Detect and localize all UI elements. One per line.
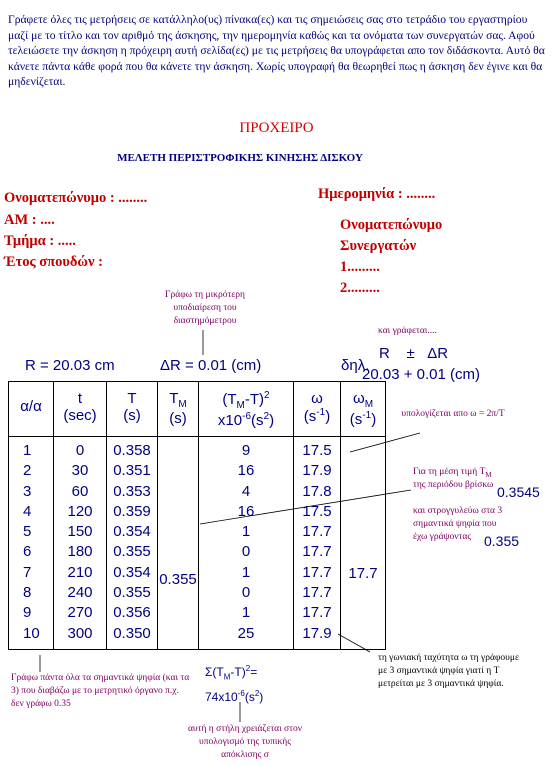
mean-period-rounded: 0.355 <box>484 533 520 549</box>
column-mean-omega: 17.7 <box>340 436 386 650</box>
column-omega: 17.5 17.9 17.8 17.5 17.7 17.7 17.7 17.7 17.7 17.9 <box>293 436 341 650</box>
column-time: 0 30 60 120 150 180 210 240 270 300 <box>53 436 107 650</box>
column-aa: 1 2 3 4 5 6 7 8 9 10 <box>8 436 54 650</box>
header-deviation: (TM-T)2 x10-6(s2) <box>198 381 294 437</box>
note-mean-period-2: της περιόδου βρίσκω <box>413 480 494 490</box>
instructions-paragraph: Γράφετε όλες τις μετρήσεις σε κατάλληλο(… <box>8 13 545 88</box>
partner-2-field: 2......... <box>340 280 380 296</box>
column-mean-period: 0.355 <box>157 436 199 650</box>
mean-period-raw: 0.3545 <box>497 484 540 500</box>
radius-error: ΔR = 0.01 (cm) <box>160 357 262 374</box>
header-t: t (sec) <box>53 381 107 437</box>
page-title: ΠΡΟΧΕΙΡΟ <box>239 120 314 136</box>
connector-angular <box>337 633 371 653</box>
student-dept-field: Τμήμα : ..... <box>4 233 76 249</box>
note-angular-velocity: τη γωνιακή ταχύτητα ω τη γράφουμε με 3 σ… <box>378 653 519 689</box>
mean-period-value: 0.355 <box>159 571 197 588</box>
note-stddev: αυτή η στήλη χρειάζεται στον υπολογισμό … <box>187 724 303 760</box>
note-round: και στρογγυλεύω στα 3 σημαντικά ψηφία πο… <box>413 506 503 542</box>
partner-1-field: 1......... <box>340 259 380 275</box>
table-header-row: α/α t (sec) T (s) TM (s) (TM-T)2 x10-6(s2) … <box>8 381 386 437</box>
radius-result: 20.03 + 0.01 (cm) <box>362 366 480 383</box>
student-name-field: Ονοματεπώνυμο : ........ <box>4 190 148 206</box>
student-am-field: ΑΜ : .... <box>4 212 55 228</box>
ie-label: δηλ. <box>341 357 370 374</box>
radius-value: R = 20.03 cm <box>25 357 115 374</box>
connector-omega-calc <box>349 432 421 453</box>
experiment-title: ΜΕΛΕΤΗ ΠΕΡΙΣΤΡΟΦΙΚΗΣ ΚΙΝΗΣΗΣ ΔΙΣΚΟΥ <box>117 152 363 164</box>
student-year-field: Έτος σπουδών : <box>4 254 103 270</box>
column-deviation: 9 16 4 16 1 0 1 0 1 25 <box>198 436 294 650</box>
note-significant-digits: Γράφω πάντα όλα τα σημαντικά ψηφία (και … <box>11 673 190 709</box>
partners-label-2: Συνεργατών <box>340 238 417 254</box>
mean-omega-value: 17.7 <box>348 565 378 582</box>
header-period: T (s) <box>106 381 158 437</box>
note-and-write: και γράφεται.... <box>378 326 437 336</box>
table-body-row: 1 2 3 4 5 6 7 8 9 10 0 30 60 120 150 180 210 240 270 300 0… <box>8 436 386 650</box>
note-omega-calc: υπολογίζεται απο ω = 2π/T <box>401 409 505 419</box>
radius-pm-label: R ± ΔR <box>379 345 449 362</box>
sum-deviation: Σ(TM-T)2= 74x10-6(s2) <box>205 664 264 705</box>
connector-mean-period <box>199 489 412 525</box>
note-micrometer: Γράφω τη μικρότερη υποδιαίρεση του διαστ… <box>165 290 245 326</box>
partners-label-1: Ονοματεπώνυμο <box>340 217 443 233</box>
note-mean-period: Για τη μέση τιμή TM <box>413 467 492 479</box>
header-mean-omega: ωM (s-1) <box>340 381 386 437</box>
date-field: Ημερομηνία : ........ <box>318 186 436 202</box>
column-period: 0.358 0.351 0.353 0.359 0.354 0.355 0.354 0.355… <box>106 436 158 650</box>
header-omega: ω (s-1) <box>293 381 341 437</box>
measurements-table: α/α t (sec) T (s) TM (s) (TM-T)2 x10-6(s2) … <box>8 381 386 650</box>
